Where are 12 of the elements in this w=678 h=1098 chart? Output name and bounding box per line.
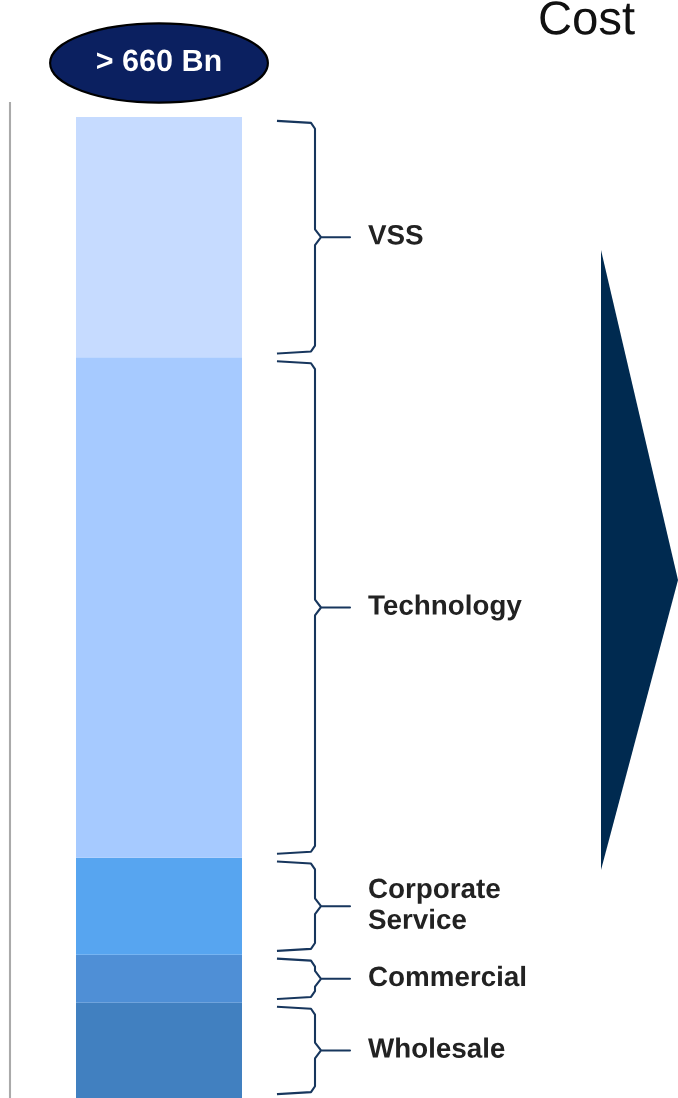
text: VSS (368, 224, 423, 245)
text: Cost (540, 1, 635, 35)
text: Wholesale (368, 1037, 505, 1058)
total-label: > 660 Bn (97, 49, 221, 72)
bar (76, 117, 242, 358)
text: Corporate Service (368, 878, 500, 930)
text: Commercial (369, 965, 526, 987)
bar (76, 357, 242, 858)
text: Technology (368, 594, 522, 621)
bar (76, 954, 242, 1003)
bar (76, 857, 242, 955)
bar (76, 1002, 242, 1098)
